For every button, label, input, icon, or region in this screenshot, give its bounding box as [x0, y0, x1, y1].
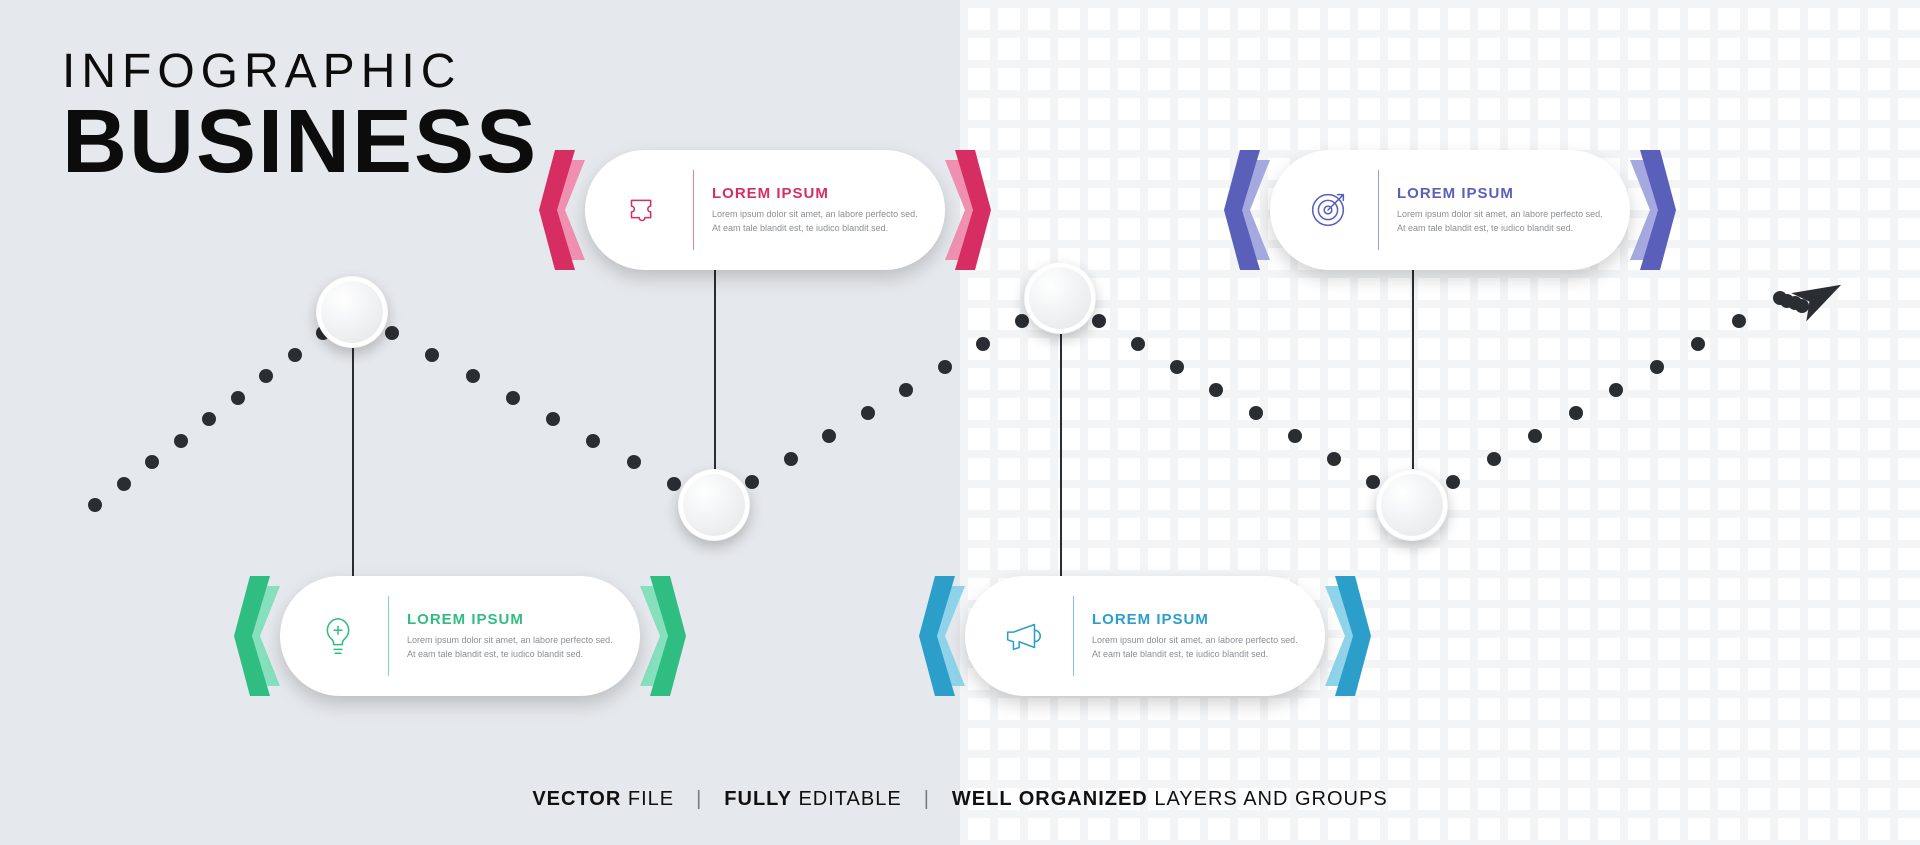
path-dot — [1092, 314, 1106, 328]
card-body: LOREM IPSUM Lorem ipsum dolor sit amet, … — [965, 576, 1325, 696]
card-description: Lorem ipsum dolor sit amet, an labore pe… — [407, 634, 618, 661]
path-dot — [288, 348, 302, 362]
card-title: LOREM IPSUM — [1092, 611, 1303, 628]
title-main: BUSINESS — [62, 91, 538, 194]
path-dot — [1327, 452, 1341, 466]
path-dot — [466, 369, 480, 383]
path-dot — [1015, 314, 1029, 328]
footer-item-3: WELL ORGANIZED LAYERS AND GROUPS — [952, 788, 1388, 811]
connector-line — [714, 270, 716, 469]
path-dot — [976, 337, 990, 351]
card-divider — [1378, 170, 1379, 250]
timeline-node — [1024, 262, 1096, 334]
path-dot — [1249, 406, 1263, 420]
chevron-right-icon — [1630, 150, 1676, 270]
path-dot — [1569, 406, 1583, 420]
card-text: LOREM IPSUM Lorem ipsum dolor sit amet, … — [1092, 611, 1303, 661]
path-dot — [1528, 429, 1542, 443]
footer: VECTOR FILE | FULLY EDITABLE | WELL ORGA… — [532, 788, 1387, 811]
card-body: LOREM IPSUM Lorem ipsum dolor sit amet, … — [1270, 150, 1630, 270]
connector-line — [1412, 270, 1414, 469]
card-divider — [388, 596, 389, 676]
step-card: LOREM IPSUM Lorem ipsum dolor sit amet, … — [1250, 150, 1650, 270]
chevron-left-icon — [919, 576, 965, 696]
timeline-node — [678, 469, 750, 541]
card-text: LOREM IPSUM Lorem ipsum dolor sit amet, … — [712, 185, 923, 235]
megaphone-icon — [991, 613, 1055, 659]
path-dot — [1366, 475, 1380, 489]
connector-line — [352, 348, 354, 576]
path-dot — [784, 452, 798, 466]
card-divider — [693, 170, 694, 250]
path-arrowhead-icon — [1820, 296, 1868, 349]
background-right — [960, 0, 1920, 845]
lightbulb-icon — [306, 613, 370, 659]
chevron-left-icon — [539, 150, 585, 270]
footer-item-1: VECTOR FILE — [532, 788, 674, 811]
card-body: LOREM IPSUM Lorem ipsum dolor sit amet, … — [280, 576, 640, 696]
timeline-node — [316, 276, 388, 348]
chevron-right-icon — [640, 576, 686, 696]
card-description: Lorem ipsum dolor sit amet, an labore pe… — [712, 208, 923, 235]
step-card: LOREM IPSUM Lorem ipsum dolor sit amet, … — [260, 576, 660, 696]
path-dot — [1732, 314, 1746, 328]
card-text: LOREM IPSUM Lorem ipsum dolor sit amet, … — [407, 611, 618, 661]
footer-item-2: FULLY EDITABLE — [724, 788, 901, 811]
chevron-right-icon — [1325, 576, 1371, 696]
card-description: Lorem ipsum dolor sit amet, an labore pe… — [1092, 634, 1303, 661]
step-card: LOREM IPSUM Lorem ipsum dolor sit amet, … — [945, 576, 1345, 696]
card-title: LOREM IPSUM — [712, 185, 923, 202]
card-title: LOREM IPSUM — [1397, 185, 1608, 202]
card-description: Lorem ipsum dolor sit amet, an labore pe… — [1397, 208, 1608, 235]
path-dot — [506, 391, 520, 405]
path-dot — [586, 434, 600, 448]
footer-sep-2: | — [924, 788, 930, 811]
footer-sep-1: | — [696, 788, 702, 811]
path-dot — [174, 434, 188, 448]
title-block: INFOGRAPHIC BUSINESS — [62, 44, 538, 194]
path-dot — [117, 477, 131, 491]
path-dot — [938, 360, 952, 374]
chevron-left-icon — [234, 576, 280, 696]
path-dot — [1446, 475, 1460, 489]
path-dot — [627, 455, 641, 469]
path-dot — [88, 498, 102, 512]
step-card: LOREM IPSUM Lorem ipsum dolor sit amet, … — [565, 150, 965, 270]
target-icon — [1296, 187, 1360, 233]
puzzle-icon — [611, 187, 675, 233]
infographic-stage: INFOGRAPHIC BUSINESS LOREM IPSUM Lorem i… — [0, 0, 1920, 845]
card-text: LOREM IPSUM Lorem ipsum dolor sit amet, … — [1397, 185, 1608, 235]
path-dot — [861, 406, 875, 420]
timeline-node — [1376, 469, 1448, 541]
card-body: LOREM IPSUM Lorem ipsum dolor sit amet, … — [585, 150, 945, 270]
path-dot — [231, 391, 245, 405]
path-dot — [1487, 452, 1501, 466]
chevron-left-icon — [1224, 150, 1270, 270]
chevron-right-icon — [945, 150, 991, 270]
card-title: LOREM IPSUM — [407, 611, 618, 628]
path-dot — [667, 477, 681, 491]
connector-line — [1060, 334, 1062, 576]
path-dot — [1288, 429, 1302, 443]
card-divider — [1073, 596, 1074, 676]
